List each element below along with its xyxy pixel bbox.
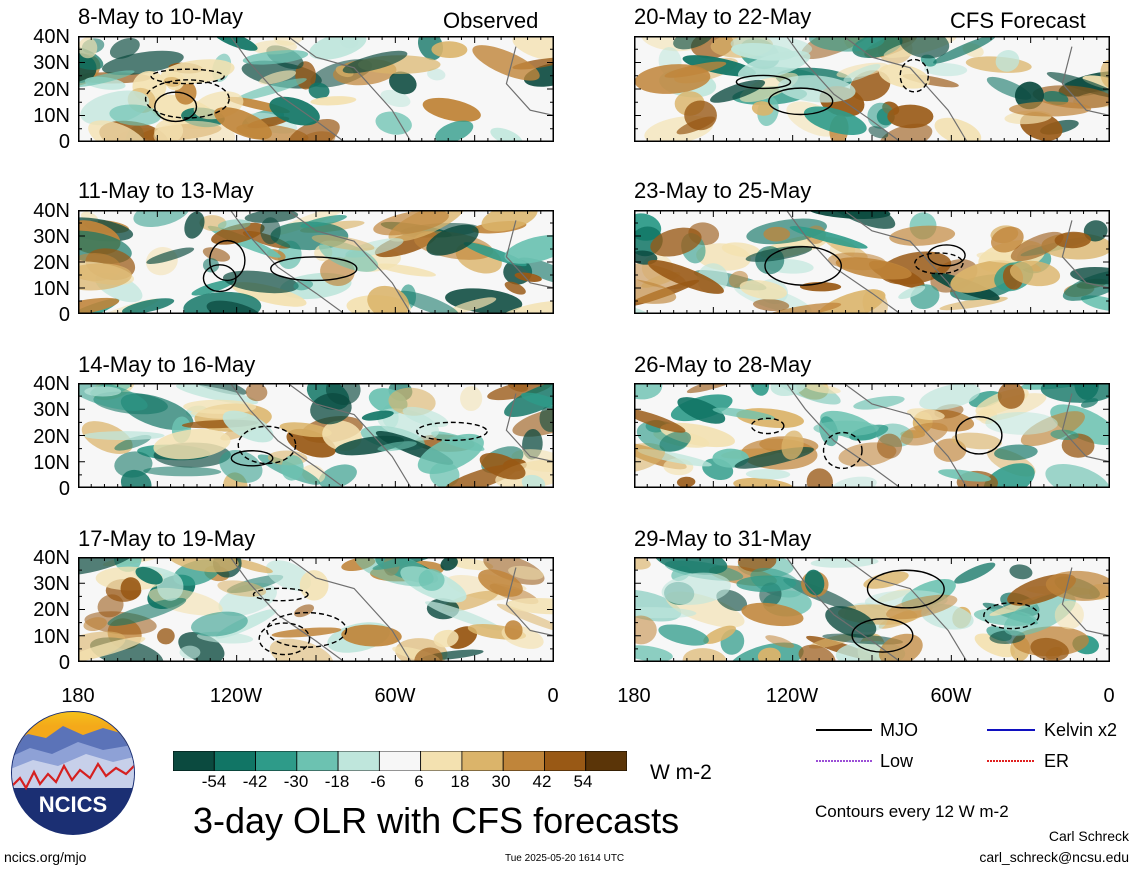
colorbar-swatch <box>337 751 380 771</box>
lat-label: 0 <box>58 131 70 153</box>
ncics-logo: NCICS <box>11 711 135 835</box>
lon-label: 180 <box>617 685 651 707</box>
contour-note: Contours every 12 W m-2 <box>815 802 1009 821</box>
legend-line-mjo <box>816 729 872 731</box>
author-email[interactable]: carl_schreck@ncsu.edu <box>979 849 1129 865</box>
colorbar-swatch <box>585 751 627 771</box>
colorbar-label: -54 <box>201 772 227 791</box>
colorbar <box>173 751 627 771</box>
map-panel <box>634 557 1110 662</box>
legend-line-er <box>987 760 1035 762</box>
lon-label: 0 <box>1103 685 1115 707</box>
lat-label: 10N <box>33 105 70 127</box>
panel-title: 17-May to 19-May <box>78 526 256 551</box>
panel-tag-observed: Observed <box>443 8 539 33</box>
lat-label: 30N <box>33 399 70 421</box>
legend-label: Low <box>880 751 914 771</box>
legend-line-low <box>816 760 872 762</box>
timestamp: Tue 2025-05-20 1614 UTC <box>505 853 625 864</box>
colorbar-swatch <box>461 751 504 771</box>
lat-label: 20N <box>33 79 70 101</box>
logo-text: NCICS <box>39 792 107 817</box>
colorbar-label: 18 <box>450 772 470 791</box>
map-panel <box>78 557 554 662</box>
lat-label: 40N <box>33 373 70 395</box>
legend-line-kelvin <box>987 729 1035 731</box>
lat-label: 40N <box>33 26 70 48</box>
panel-title: 11-May to 13-May <box>78 178 254 203</box>
panel-title: 20-May to 22-May <box>634 4 812 29</box>
legend-label: Kelvin x2 <box>1044 720 1118 740</box>
lat-label: 0 <box>58 304 70 326</box>
legend-label: MJO <box>880 720 918 740</box>
site-url[interactable]: ncics.org/mjo <box>4 849 87 865</box>
author-name: Carl Schreck <box>1048 828 1129 844</box>
lon-label: 120W <box>765 685 819 707</box>
lat-label: 20N <box>33 426 70 448</box>
map-panel <box>634 210 1110 314</box>
colorbar-label: -18 <box>324 772 350 791</box>
lat-label: 30N <box>33 52 70 74</box>
colorbar-label: -30 <box>283 772 309 791</box>
panel-title: 29-May to 31-May <box>634 526 812 551</box>
colorbar-label: 54 <box>573 772 593 791</box>
panel-title: 26-May to 28-May <box>634 352 812 377</box>
colorbar-swatch <box>420 751 463 771</box>
colorbar-swatch <box>213 751 256 771</box>
colorbar-swatch <box>378 751 422 771</box>
lon-label: 120W <box>209 685 263 707</box>
map-panel <box>78 383 554 488</box>
lon-label: 60W <box>374 685 416 707</box>
panel-title: 14-May to 16-May <box>78 352 256 377</box>
panel-title: 8-May to 10-May <box>78 4 244 29</box>
map-panel <box>78 210 554 314</box>
lat-label: 40N <box>33 547 70 569</box>
legend-label: ER <box>1044 751 1070 771</box>
lat-label: 10N <box>33 278 70 300</box>
colorbar-label: -42 <box>242 772 268 791</box>
lat-label: 10N <box>33 452 70 474</box>
colorbar-units: W m-2 <box>650 761 712 784</box>
map-panel <box>634 36 1110 142</box>
lon-label: 0 <box>547 685 559 707</box>
lat-label: 20N <box>33 599 70 621</box>
colorbar-label: 6 <box>414 772 424 791</box>
lat-label: 0 <box>58 652 70 674</box>
lat-label: 30N <box>33 573 70 595</box>
lat-label: 10N <box>33 626 70 648</box>
colorbar-swatch <box>544 751 587 771</box>
lat-label: 0 <box>58 478 70 500</box>
colorbar-swatch <box>502 751 545 771</box>
lat-label: 40N <box>33 200 70 222</box>
map-panel <box>634 383 1110 488</box>
colorbar-label: 42 <box>532 772 552 791</box>
lat-label: 30N <box>33 226 70 248</box>
lat-label: 20N <box>33 252 70 274</box>
main-title: 3-day OLR with CFS forecasts <box>193 800 680 841</box>
lon-label: 180 <box>61 685 95 707</box>
panel-title: 23-May to 25-May <box>634 178 812 203</box>
lon-label: 60W <box>930 685 972 707</box>
map-panel <box>78 36 554 142</box>
colorbar-swatch <box>173 751 215 771</box>
colorbar-label: 30 <box>491 772 511 791</box>
colorbar-label: -6 <box>370 772 386 791</box>
colorbar-swatch <box>296 751 339 771</box>
colorbar-swatch <box>255 751 298 771</box>
panel-tag-forecast: CFS Forecast <box>950 8 1086 33</box>
